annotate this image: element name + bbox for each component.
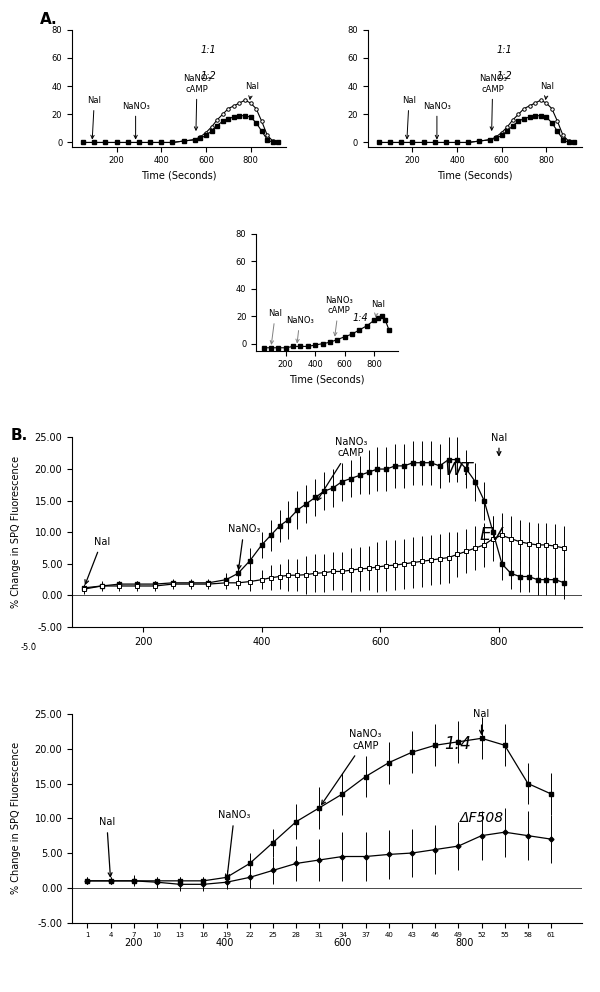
Text: 200: 200 [124, 937, 142, 947]
Text: A.: A. [40, 12, 58, 27]
Y-axis label: % Change in SPQ Fluorescence: % Change in SPQ Fluorescence [11, 742, 21, 895]
Text: NaI: NaI [402, 96, 416, 139]
X-axis label: Time (Seconds): Time (Seconds) [142, 171, 217, 181]
Text: WT: WT [444, 461, 473, 479]
Text: NaNO₃
cAMP: NaNO₃ cAMP [325, 296, 353, 335]
Text: NaI: NaI [371, 300, 385, 316]
Text: 800: 800 [455, 937, 474, 947]
Text: NaNO₃
cAMP: NaNO₃ cAMP [183, 74, 211, 130]
Text: NaNO₃: NaNO₃ [218, 810, 250, 878]
Text: NaNO₃: NaNO₃ [228, 524, 260, 569]
Text: NaNO₃: NaNO₃ [423, 101, 451, 139]
Text: ΔF508: ΔF508 [460, 811, 504, 825]
Text: EV: EV [480, 526, 504, 544]
Text: 1:1: 1:1 [200, 46, 217, 56]
Y-axis label: % Change in SPQ Fluorescence: % Change in SPQ Fluorescence [11, 456, 21, 608]
Text: 1:4: 1:4 [353, 313, 368, 323]
Text: 1:4: 1:4 [444, 735, 471, 754]
Text: 1:2: 1:2 [496, 70, 512, 81]
Text: NaNO₃
cAMP: NaNO₃ cAMP [322, 729, 382, 805]
Text: NaI: NaI [473, 709, 490, 734]
Text: 600: 600 [333, 937, 352, 947]
Text: NaI: NaI [541, 82, 554, 99]
Text: 1:1: 1:1 [496, 46, 512, 56]
Text: NaI: NaI [268, 310, 283, 344]
Text: NaI: NaI [245, 82, 259, 99]
Text: NaI: NaI [85, 537, 110, 584]
Text: 400: 400 [216, 937, 234, 947]
Text: NaI: NaI [491, 433, 507, 455]
Text: NaNO₃: NaNO₃ [286, 316, 314, 342]
Text: NaNO₃
cAMP: NaNO₃ cAMP [317, 436, 367, 500]
Text: NaI: NaI [98, 817, 115, 877]
Text: -5.0̀: -5.0̀ [21, 643, 37, 652]
Text: B.: B. [11, 428, 28, 443]
Text: NaNO₃
cAMP: NaNO₃ cAMP [479, 74, 506, 130]
X-axis label: Time (Seconds): Time (Seconds) [437, 171, 512, 181]
Text: NaI: NaI [88, 96, 101, 139]
Text: NaNO₃: NaNO₃ [122, 101, 149, 139]
X-axis label: Time (Seconds): Time (Seconds) [289, 375, 365, 385]
Text: 1:2: 1:2 [200, 70, 217, 81]
